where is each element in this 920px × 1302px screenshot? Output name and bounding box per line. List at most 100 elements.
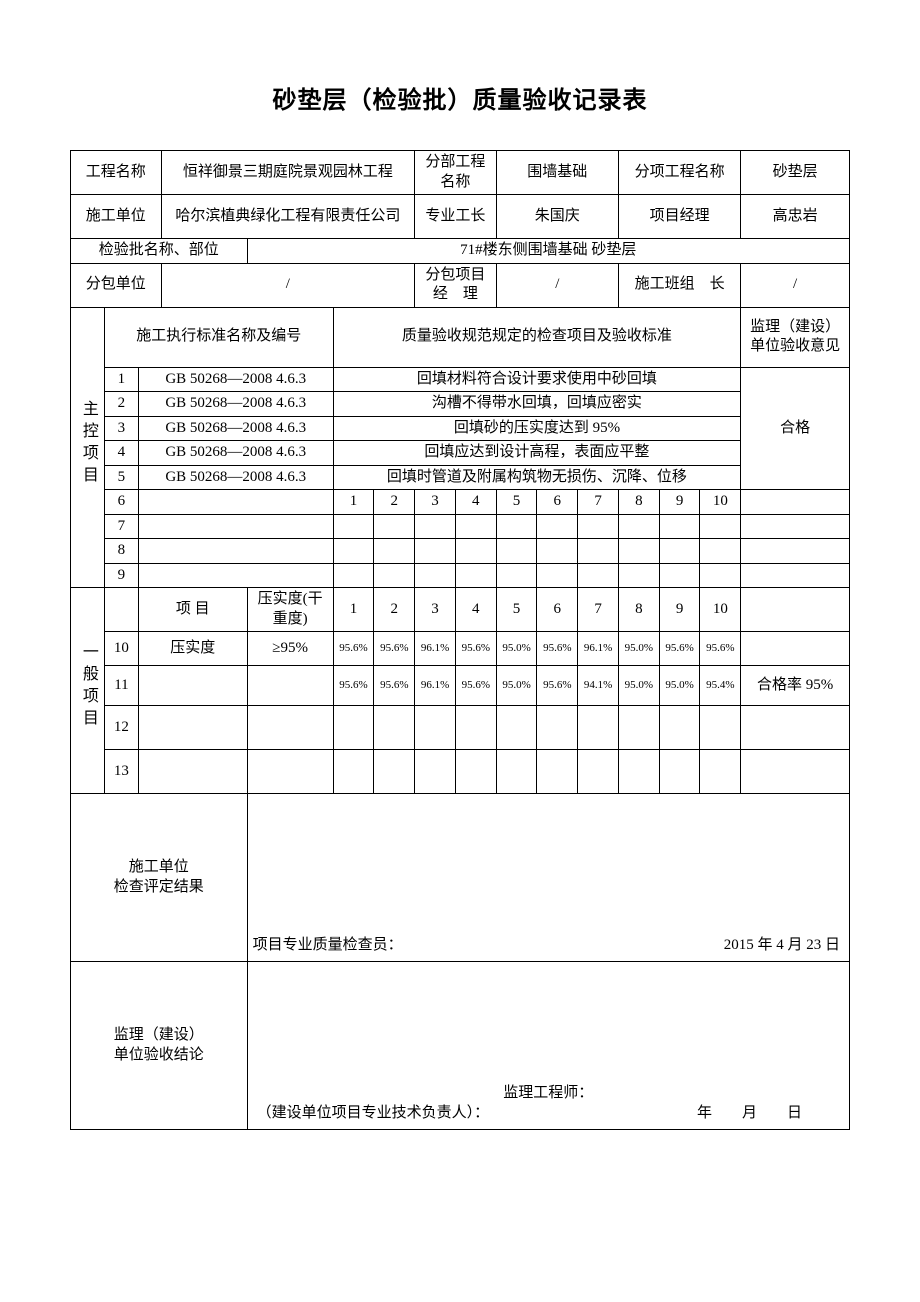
label-construction-unit: 施工单位 [71,195,162,239]
row-num-11: 11 [104,666,138,706]
row-num-8: 8 [104,539,138,564]
label-foreman: 专业工长 [415,195,497,239]
gen-10-v8: 95.0% [618,632,659,666]
std-1: GB 50268—2008 4.6.3 [138,367,333,392]
gcol-5: 5 [496,588,537,632]
label-supervise: 监理（建设） 单位验收结论 [71,962,248,1130]
gen-11-v9: 95.0% [659,666,700,706]
std-3: GB 50268—2008 4.6.3 [138,416,333,441]
gen-11-v6: 95.6% [537,666,578,706]
gen-11-req [247,666,333,706]
row-num-3: 3 [104,416,138,441]
row-num-5: 5 [104,465,138,490]
gcol-6: 6 [537,588,578,632]
gcol-10: 10 [700,588,741,632]
col-h-10: 10 [700,490,741,515]
value-pm: 高忠岩 [741,195,850,239]
value-sub-pm: / [496,263,618,307]
row-num-4: 4 [104,441,138,466]
gen-10-item: 压实度 [138,632,247,666]
label-sub-project: 分部工程名称 [415,151,497,195]
gcol-4: 4 [455,588,496,632]
std-5: GB 50268—2008 4.6.3 [138,465,333,490]
col-h-7: 7 [578,490,619,515]
gen-11-result: 合格率 95% [741,666,850,706]
constr-sign-block: 项目专业质量检查员： 2015 年 4 月 23 日 [247,794,849,962]
gcol-9: 9 [659,588,700,632]
desc-3: 回填砂的压实度达到 95% [333,416,741,441]
row-num-10: 10 [104,632,138,666]
value-item-project: 砂垫层 [741,151,850,195]
supervise-line1: 监理工程师： [255,1084,842,1104]
constr-signer: 项目专业质量检查员： [253,936,403,956]
gen-10-v3: 96.1% [415,632,456,666]
label-sub-pm: 分包项目经 理 [415,263,497,307]
col-h-6: 6 [537,490,578,515]
label-std: 施工执行标准名称及编号 [104,307,333,367]
row-num-7: 7 [104,514,138,539]
label-check: 质量验收规范规定的检查项目及验收标准 [333,307,741,367]
col-h-2: 2 [374,490,415,515]
gcol-8: 8 [618,588,659,632]
desc-2: 沟槽不得带水回填，回填应密实 [333,392,741,417]
value-team-leader: / [741,263,850,307]
gcol-7: 7 [578,588,619,632]
main-result: 合格 [741,367,850,490]
desc-5: 回填时管道及附属构筑物无损伤、沉降、位移 [333,465,741,490]
gen-11-item [138,666,247,706]
gcol-2: 2 [374,588,415,632]
gen-11-v10: 95.4% [700,666,741,706]
label-batch: 检验批名称、部位 [71,239,248,264]
constr-date: 2015 年 4 月 23 日 [724,936,840,956]
col-h-1: 1 [333,490,374,515]
label-opinion: 监理（建设）单位验收意见 [741,307,850,367]
gen-11-v7: 94.1% [578,666,619,706]
label-subcon: 分包单位 [71,263,162,307]
std-4: GB 50268—2008 4.6.3 [138,441,333,466]
gen-10-v1: 95.6% [333,632,374,666]
label-general: 一般项目 [77,643,98,731]
label-main-control: 主控项目 [77,400,98,488]
gen-10-v2: 95.6% [374,632,415,666]
gen-10-v6: 95.6% [537,632,578,666]
row-num-12: 12 [104,706,138,750]
gen-11-v3: 96.1% [415,666,456,706]
gen-10-v7: 96.1% [578,632,619,666]
main-table: 工程名称 恒祥御景三期庭院景观园林工程 分部工程名称 围墙基础 分项工程名称 砂… [70,150,850,1130]
col-h-8: 8 [618,490,659,515]
gen-11-v2: 95.6% [374,666,415,706]
gen-11-v1: 95.6% [333,666,374,706]
col-h-3: 3 [415,490,456,515]
gen-11-v5: 95.0% [496,666,537,706]
gcol-3: 3 [415,588,456,632]
supervise-sign-block: 监理工程师： （建设单位项目专业技术负责人）： 年 月 日 [247,962,849,1130]
gen-item-label: 项 目 [138,588,247,632]
value-foreman: 朱国庆 [496,195,618,239]
supervise-date: 年 月 日 [697,1104,802,1124]
value-construction-unit: 哈尔滨植典绿化工程有限责任公司 [161,195,415,239]
gen-11-v8: 95.0% [618,666,659,706]
std-2: GB 50268—2008 4.6.3 [138,392,333,417]
row-num-2: 2 [104,392,138,417]
gcol-1: 1 [333,588,374,632]
label-project-name: 工程名称 [71,151,162,195]
col-h-9: 9 [659,490,700,515]
row-num-13: 13 [104,750,138,794]
desc-4: 回填应达到设计高程，表面应平整 [333,441,741,466]
gen-density-label: 压实度(干重度) [247,588,333,632]
gen-10-v10: 95.6% [700,632,741,666]
col-h-5: 5 [496,490,537,515]
label-constr-result: 施工单位 检查评定结果 [71,794,248,962]
value-subcon: / [161,263,415,307]
gen-10-v4: 95.6% [455,632,496,666]
row-num-1: 1 [104,367,138,392]
page-title: 砂垫层（检验批）质量验收记录表 [70,80,850,115]
supervise-line2: （建设单位项目专业技术负责人）： [257,1104,490,1124]
std-6 [138,490,333,515]
col-h-4: 4 [455,490,496,515]
label-team-leader: 施工班组 长 [618,263,740,307]
desc-1: 回填材料符合设计要求使用中砂回填 [333,367,741,392]
gen-10-req: ≥95% [247,632,333,666]
value-batch: 71#楼东侧围墙基础 砂垫层 [247,239,849,264]
gen-10-v9: 95.6% [659,632,700,666]
